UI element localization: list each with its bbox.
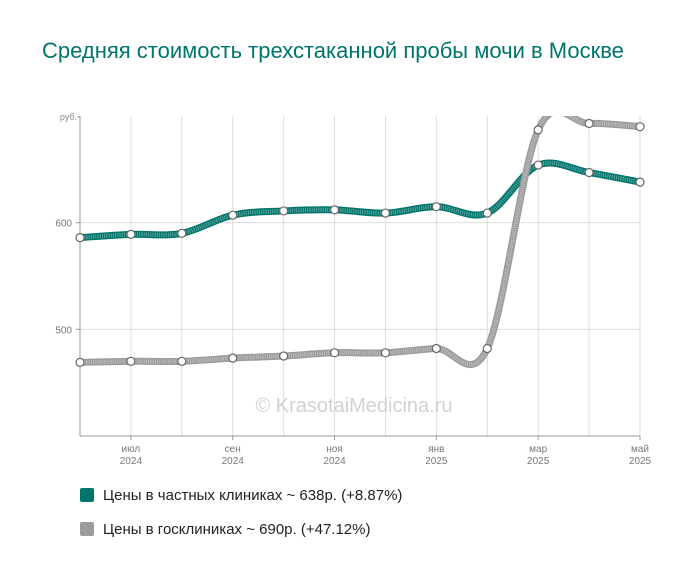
x-tick-label-month: янв [428,444,444,455]
point-public-4 [279,351,289,361]
point-public-11 [635,122,645,132]
point-public-6 [380,348,391,358]
legend-label-private: Цены в частных клиниках ~ 638р. (+8.87%) [103,486,403,504]
point-public-10 [584,118,594,129]
legend-label-public: Цены в госклиниках ~ 690р. (+47.12%) [103,520,371,538]
legend-swatch-private [80,488,94,502]
axes: руб.500600июл2024сен2024ноя2024янв2025ма… [55,112,651,467]
point-private-4 [279,206,289,216]
x-tick-label-year: 2025 [629,456,652,467]
point-public-8 [482,343,492,354]
x-tick-label-month: сен [225,444,241,455]
y-tick-label: 500 [55,325,72,336]
series-lines [80,116,640,368]
point-public-5 [329,348,340,358]
point-private-1 [126,229,136,239]
series-line-private-texture [80,160,640,240]
x-tick-label-month: мар [529,444,547,455]
point-private-2 [177,228,187,238]
x-tick-label-year: 2024 [323,456,346,467]
series-line-private [80,159,640,242]
watermark: © KrasotaiMedicina.ru [255,395,452,417]
data-points [75,118,645,367]
x-tick-label-year: 2025 [527,456,550,467]
point-public-3 [228,353,238,363]
point-private-6 [380,208,391,218]
x-tick-label-year: 2024 [222,456,245,467]
point-private-5 [329,205,340,215]
price-line-chart: руб.500600июл2024сен2024ноя2024янв2025ма… [55,112,651,467]
point-public-2 [177,356,187,366]
x-tick-label-month: май [631,444,649,455]
point-public-0 [75,357,85,367]
legend-swatch-public [80,522,94,536]
x-tick-label-year: 2025 [425,456,448,467]
legend-item-private[interactable]: Цены в частных клиниках ~ 638р. (+8.87%) [80,486,402,504]
x-tick-label-month: ноя [326,444,343,455]
y-tick-label: 600 [55,219,72,230]
point-public-1 [126,356,136,366]
x-tick-label-month: июл [122,444,141,455]
point-private-10 [584,167,594,178]
y-unit-label: руб. [60,112,77,122]
point-private-0 [75,233,85,243]
point-private-3 [228,210,238,220]
point-public-7 [431,343,441,354]
point-private-9 [533,160,543,170]
point-private-7 [431,202,441,212]
point-private-8 [482,208,492,218]
chart-title: Средняя стоимость трехстаканной пробы мо… [42,38,624,63]
legend-item-public[interactable]: Цены в госклиниках ~ 690р. (+47.12%) [80,520,370,538]
point-private-11 [635,177,645,187]
point-public-9 [533,125,543,135]
x-tick-label-year: 2024 [120,456,143,467]
